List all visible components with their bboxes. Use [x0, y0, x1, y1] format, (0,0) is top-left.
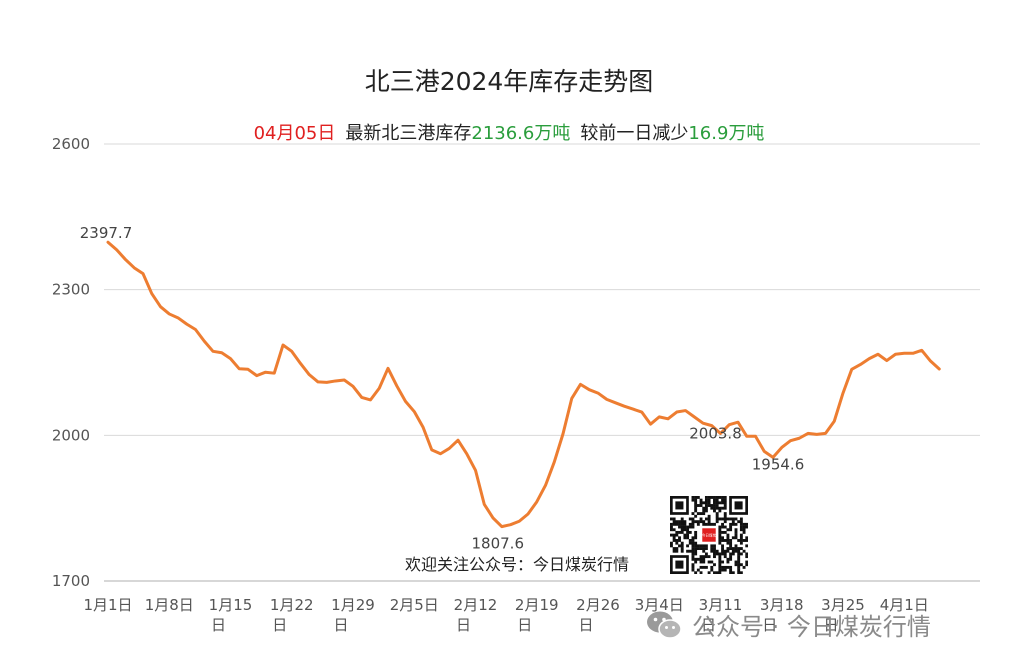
subtitle-date: 04月05日 — [253, 123, 336, 144]
x-tick-label-line: 2月5日 — [390, 596, 439, 614]
subtitle-change-label: 较前一日减少 — [580, 123, 689, 144]
x-tick-label-line: 日 — [211, 616, 226, 634]
data-label: 1954.6 — [752, 455, 805, 473]
x-tick-label: 2月12 日 — [454, 596, 498, 634]
x-tick-label: 1月22 日 — [270, 596, 314, 634]
x-tick-label: 1月8日 — [145, 596, 194, 614]
x-tick-label: 1月29 日 — [331, 596, 375, 634]
x-tick-label-line: 3月4日 — [635, 596, 684, 614]
x-tick-label-line: 3月18 — [760, 596, 804, 614]
x-tick-label-line: 1月15 — [209, 596, 253, 614]
x-tick-label: 3月25 日 — [821, 596, 865, 634]
x-tick-label: 2月26 日 — [576, 596, 620, 634]
x-tick-label-line: 1月8日 — [145, 596, 194, 614]
chart-title: 北三港2024年库存走势图 — [364, 67, 654, 96]
y-tick-label: 2000 — [52, 426, 90, 444]
x-tick-label-line: 2月12 — [454, 596, 498, 614]
subtitle-latest-label: 最新北三港库存 — [345, 123, 472, 144]
chart-subtitle: 04月05日 最新北三港库存2136.6万吨 较前一日减少16.9万吨 — [0, 119, 1018, 145]
x-tick-label-line: 3月11 — [699, 596, 743, 614]
y-tick-label: 2300 — [52, 281, 90, 299]
x-tick-label: 2月5日 — [390, 596, 439, 614]
x-tick-label: 4月1日 — [880, 596, 929, 614]
watermark: 公众号 · 今日煤炭行情 — [646, 607, 931, 642]
watermark-text: 公众号 · 今日煤炭行情 — [692, 613, 931, 641]
data-label: 2003.8 — [689, 424, 742, 442]
x-tick-label: 3月11 日 — [699, 596, 743, 634]
x-tick-label-line: 日 — [517, 616, 532, 634]
y-axis: 1700 2000 2300 2600 — [52, 135, 90, 590]
series-line — [106, 240, 941, 529]
x-tick-label-line: 日 — [272, 616, 287, 634]
x-tick-label-line: 4月1日 — [880, 596, 929, 614]
y-tick-label: 1700 — [52, 572, 90, 590]
series-group — [106, 240, 941, 529]
x-tick-label: 2月19 日 — [515, 596, 559, 634]
data-label: 1807.6 — [472, 535, 525, 553]
x-tick-label: 1月15 日 — [209, 596, 253, 634]
wechat-icon — [647, 611, 682, 639]
x-tick-label: 3月4日 — [635, 596, 684, 614]
subtitle-latest-value: 2136.6万吨 — [471, 123, 571, 144]
x-tick-label-line: 日 — [333, 616, 348, 634]
x-tick-label: 1月1日 — [83, 596, 132, 614]
x-tick-label-line: 日 — [823, 616, 838, 634]
data-label: 2397.7 — [80, 224, 133, 242]
annotations: 2397.7 1807.6 2003.8 1954.6 — [80, 224, 805, 552]
x-tick-label-line: 3月25 — [821, 596, 865, 614]
subtitle-change-value: 16.9万吨 — [688, 123, 765, 144]
x-tick-label-line: 1月22 — [270, 596, 314, 614]
x-tick-label: 3月18 日 — [760, 596, 804, 634]
x-tick-label-line: 1月29 — [331, 596, 375, 614]
x-tick-label-line: 日 — [578, 616, 593, 634]
follow-text: 欢迎关注公众号：今日煤炭行情 — [405, 555, 630, 574]
gridlines — [104, 143, 980, 582]
x-tick-label-line: 日 — [701, 616, 716, 634]
x-tick-label-line: 2月19 — [515, 596, 559, 614]
x-tick-label-line: 2月26 — [576, 596, 620, 614]
x-tick-label-line: 1月1日 — [83, 596, 132, 614]
qr-badge-text: 今日煤炭 — [702, 533, 717, 538]
x-tick-label-line: 日 — [456, 616, 471, 634]
x-tick-label-line: 日 — [762, 616, 777, 634]
qr-code-icon: 今日煤炭 — [670, 496, 749, 575]
y-tick-label: 2600 — [52, 135, 90, 153]
